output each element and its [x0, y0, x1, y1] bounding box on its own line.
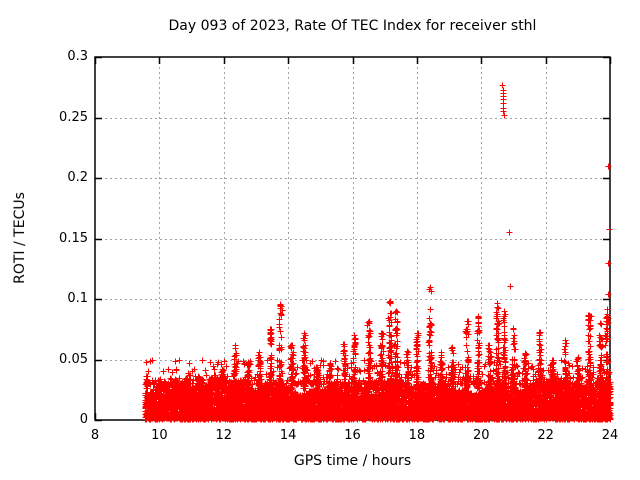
x-axis-label: GPS time / hours [293, 453, 412, 469]
x-tick-label: 24 [601, 428, 619, 443]
y-tick-label: 0.05 [59, 351, 88, 367]
y-tick-label: 0 [79, 412, 88, 427]
y-tick-label: 0.25 [59, 109, 88, 125]
y-tick-label: 0.1 [67, 291, 88, 306]
x-tick-label: 14 [279, 428, 297, 443]
y-tick-label: 0.15 [59, 230, 88, 246]
x-tick-label: 20 [472, 428, 490, 443]
y-tick-label: 0.3 [67, 49, 88, 64]
x-tick-label: 18 [408, 428, 426, 443]
y-tick-label: 0.2 [67, 170, 88, 185]
x-tick-label: 12 [215, 428, 233, 443]
x-tick-label: 8 [90, 428, 100, 443]
x-tick-label: 22 [537, 428, 554, 443]
x-tick-label: 16 [344, 428, 361, 443]
chart-title: Day 093 of 2023, Rate Of TEC Index for r… [168, 18, 537, 34]
x-tick-label: 10 [151, 428, 168, 443]
